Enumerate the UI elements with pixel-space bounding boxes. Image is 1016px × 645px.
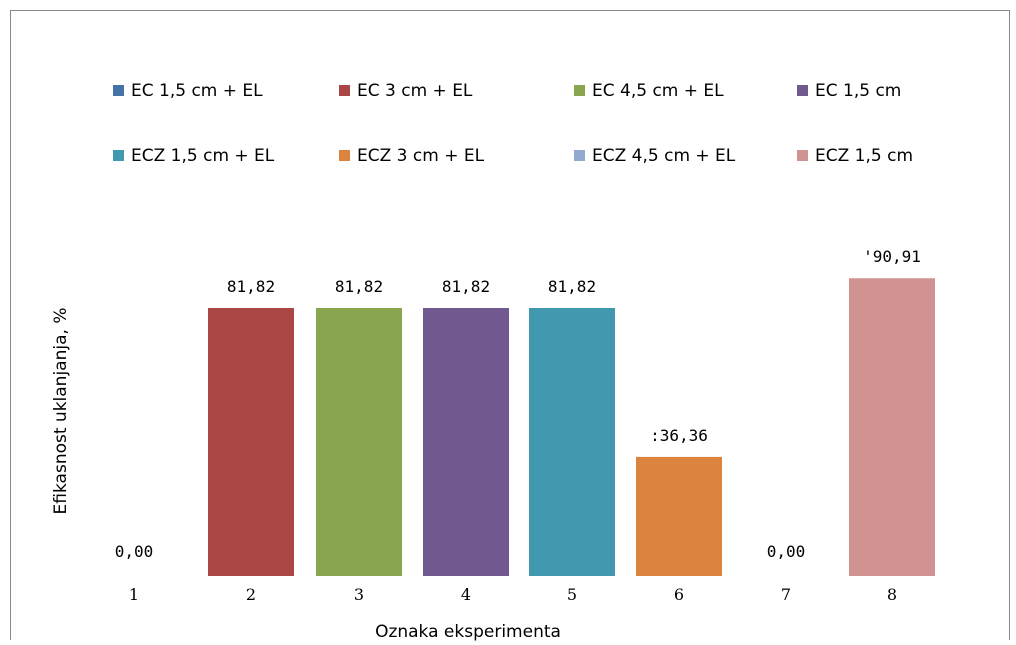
data-label: 0,00 xyxy=(767,542,806,561)
bar xyxy=(529,308,615,576)
legend-swatch xyxy=(574,150,585,161)
bar xyxy=(316,308,402,576)
chart-frame xyxy=(10,10,1010,640)
x-tick-label: 4 xyxy=(461,585,471,604)
x-tick-label: 1 xyxy=(129,585,139,604)
legend-item: ECZ 1,5 cm + EL xyxy=(113,146,275,166)
legend-item: EC 4,5 cm + EL xyxy=(574,81,724,101)
data-label: :36,36 xyxy=(650,426,708,445)
bars xyxy=(208,278,935,576)
x-tick-label: 7 xyxy=(781,585,791,604)
legend-item: EC 1,5 cm + EL xyxy=(113,81,263,101)
bar xyxy=(849,278,935,576)
x-tick-label: 5 xyxy=(567,585,577,604)
data-labels: 0,00 81,82 81,82 81,82 81,82 :36,36 0,00 '90,91 xyxy=(115,247,921,561)
legend-label: EC 1,5 cm + EL xyxy=(131,81,263,101)
legend-item: ECZ 3 cm + EL xyxy=(339,146,485,166)
legend-swatch xyxy=(797,85,808,96)
legend-swatch xyxy=(113,150,124,161)
legend-label: EC 4,5 cm + EL xyxy=(592,81,724,101)
x-tick-label: 6 xyxy=(674,585,684,604)
legend-label: EC 3 cm + EL xyxy=(357,81,473,101)
legend-swatch xyxy=(574,85,585,96)
data-label: 81,82 xyxy=(548,277,596,296)
legend-item: EC 1,5 cm xyxy=(797,81,901,101)
legend-item: EC 3 cm + EL xyxy=(339,81,473,101)
legend: EC 1,5 cm + EL EC 3 cm + EL EC 4,5 cm + EL… xyxy=(113,81,913,166)
legend-item: ECZ 1,5 cm xyxy=(797,146,913,166)
legend-swatch xyxy=(339,150,350,161)
data-label: 81,82 xyxy=(442,277,490,296)
legend-label: ECZ 4,5 cm + EL xyxy=(592,146,736,166)
legend-label: ECZ 3 cm + EL xyxy=(357,146,485,166)
data-label: 0,00 xyxy=(115,542,154,561)
x-tick-label: 8 xyxy=(887,585,897,604)
legend-label: EC 1,5 cm xyxy=(815,81,901,101)
y-axis-title: Efikasnost uklanjanja, % xyxy=(51,308,71,515)
legend-swatch xyxy=(797,150,808,161)
legend-item: ECZ 4,5 cm + EL xyxy=(574,146,736,166)
legend-swatch xyxy=(339,85,350,96)
data-label: 81,82 xyxy=(335,277,383,296)
data-label: '90,91 xyxy=(863,247,921,266)
data-label: 81,82 xyxy=(227,277,275,296)
legend-label: ECZ 1,5 cm + EL xyxy=(131,146,275,166)
legend-swatch xyxy=(113,85,124,96)
bar xyxy=(636,456,722,576)
x-tick-label: 3 xyxy=(354,585,364,604)
bar xyxy=(423,308,509,576)
bar xyxy=(208,308,294,576)
legend-label: ECZ 1,5 cm xyxy=(815,146,913,166)
x-tick-label: 2 xyxy=(246,585,256,604)
x-axis-title: Oznaka eksperimenta xyxy=(375,622,561,642)
x-tick-labels: 1 2 3 4 5 6 7 8 xyxy=(129,585,897,604)
